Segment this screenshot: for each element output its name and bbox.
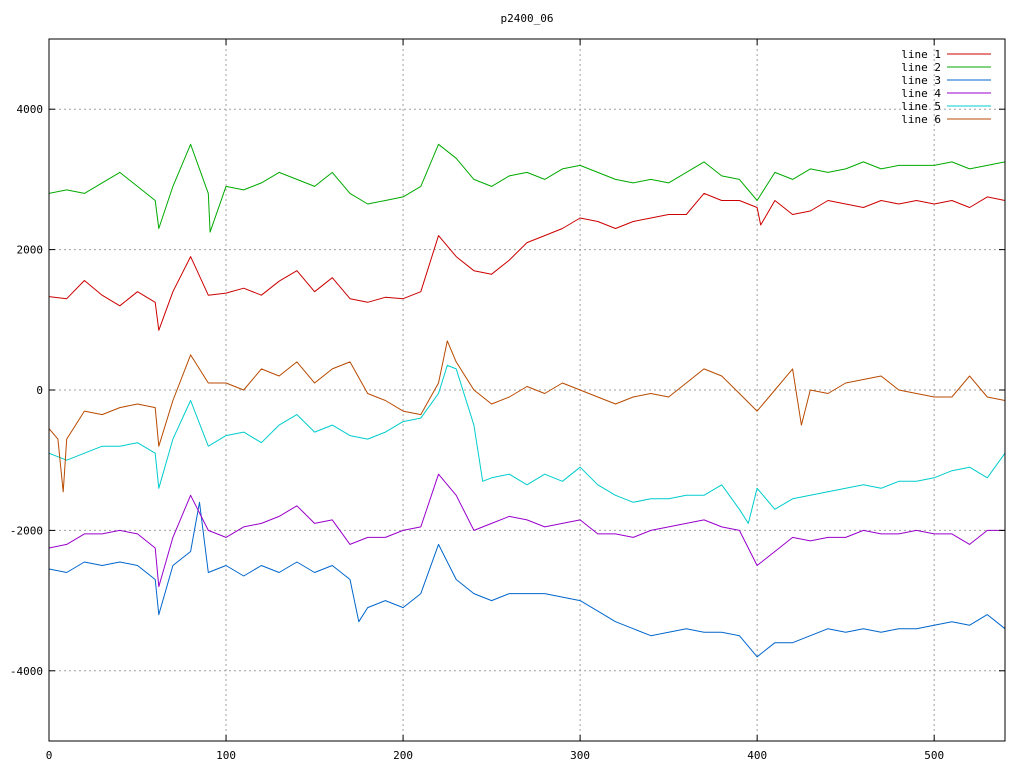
legend-label: line 5 bbox=[901, 100, 941, 113]
series-layer bbox=[49, 143, 1005, 658]
series-line-1 bbox=[49, 192, 1005, 331]
x-tick-label: 400 bbox=[747, 749, 767, 762]
legend-label: line 1 bbox=[901, 48, 941, 61]
chart-title: p2400_06 bbox=[501, 12, 554, 25]
legend-label: line 2 bbox=[901, 61, 941, 74]
legend-label: line 3 bbox=[901, 74, 941, 87]
legend-item: line 1 bbox=[901, 48, 991, 61]
legend-label: line 6 bbox=[901, 113, 941, 126]
x-tick-label: 100 bbox=[216, 749, 236, 762]
x-tick-label: 500 bbox=[924, 749, 944, 762]
series-line-4 bbox=[49, 473, 1005, 588]
ticks: 0 100 200 300 400 500 -4000 -2000 0 2000 4000 bbox=[10, 39, 1005, 762]
grid bbox=[49, 39, 1005, 741]
legend-item: line 5 bbox=[901, 100, 991, 113]
series-line-3 bbox=[49, 501, 1005, 658]
legend-label: line 4 bbox=[901, 87, 941, 100]
y-tick-label: -4000 bbox=[10, 665, 43, 678]
x-tick-label: 0 bbox=[46, 749, 53, 762]
y-tick-label: 2000 bbox=[17, 244, 44, 257]
series-line-6 bbox=[49, 340, 1005, 493]
x-tick-label: 300 bbox=[570, 749, 590, 762]
y-tick-label: 4000 bbox=[17, 103, 44, 116]
x-tick-label: 200 bbox=[393, 749, 413, 762]
legend-item: line 2 bbox=[901, 61, 991, 74]
y-tick-label: -2000 bbox=[10, 524, 43, 537]
legend-item: line 3 bbox=[901, 74, 991, 87]
series-line-5 bbox=[49, 364, 1005, 524]
series-line-2 bbox=[49, 143, 1005, 233]
y-tick-label: 0 bbox=[36, 384, 43, 397]
legend-item: line 4 bbox=[901, 87, 991, 100]
legend-item: line 6 bbox=[901, 113, 991, 126]
